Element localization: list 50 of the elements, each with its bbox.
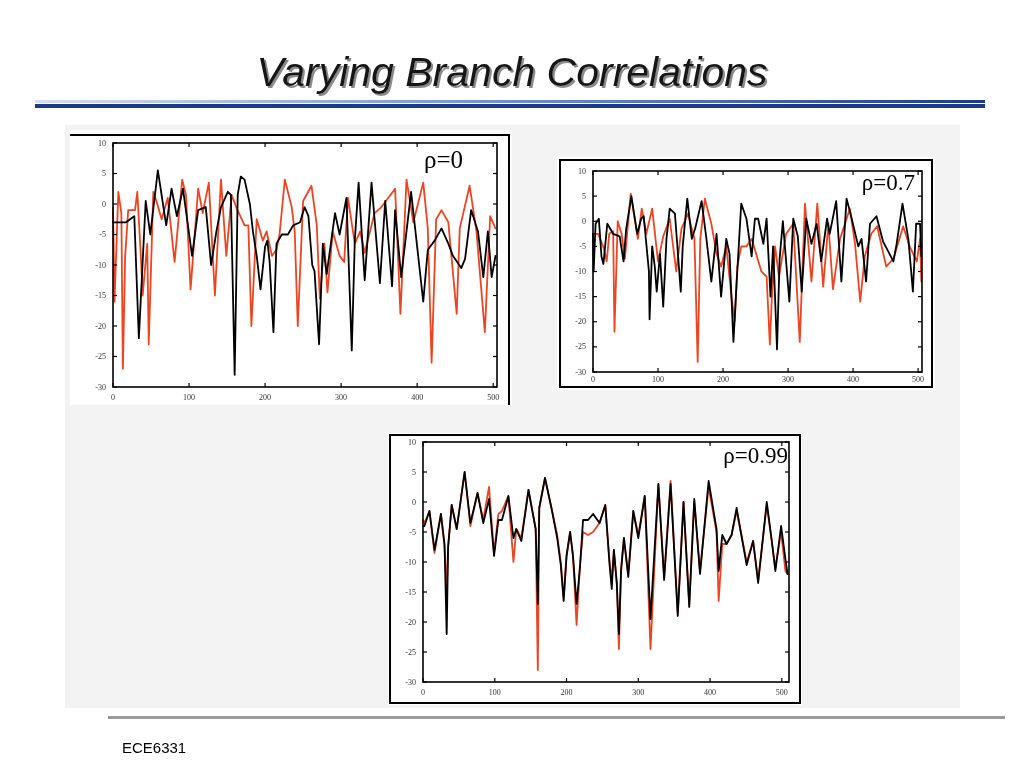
y-tick-label: -20	[575, 317, 586, 327]
y-tick-label: -5	[579, 241, 586, 251]
x-tick-label: 0	[421, 688, 425, 697]
y-tick-label: -15	[575, 292, 586, 302]
x-tick-label: 100	[652, 375, 665, 384]
y-tick-label: -15	[405, 587, 416, 597]
y-tick-label: 5	[412, 467, 416, 477]
y-tick-label: 0	[102, 199, 106, 209]
y-tick-label: 10	[578, 166, 586, 176]
y-tick-label: -25	[575, 342, 586, 352]
x-tick-label: 300	[782, 375, 795, 384]
y-tick-label: 0	[582, 216, 586, 226]
y-tick-label: -20	[405, 617, 416, 627]
x-tick-label: 200	[259, 393, 272, 402]
y-tick-label: -25	[95, 352, 106, 362]
y-tick-label: 10	[408, 437, 416, 447]
y-tick-label: -5	[99, 230, 106, 240]
x-tick-label: 100	[488, 688, 501, 697]
y-tick-label: -10	[575, 267, 586, 277]
x-tick-label: 200	[560, 688, 573, 697]
x-tick-label: 300	[632, 688, 645, 697]
text: Varying Branch Correlations	[256, 49, 768, 95]
x-tick-label: 300	[335, 393, 348, 402]
annotation: ρ=0.99	[723, 443, 788, 468]
y-tick-label: -10	[405, 557, 416, 567]
y-tick-label: 0	[412, 497, 416, 507]
x-tick-label: 100	[183, 393, 196, 402]
y-tick-label: -25	[405, 647, 416, 657]
x-tick-label: 0	[111, 393, 115, 402]
text: ECE6331	[122, 739, 187, 756]
annotation: ρ=0.7	[861, 170, 915, 195]
x-tick-label: 500	[775, 688, 788, 697]
y-tick-label: 5	[582, 191, 586, 201]
y-tick-label: -30	[95, 382, 106, 392]
x-tick-label: 500	[487, 393, 500, 402]
y-tick-label: -30	[575, 367, 586, 377]
x-tick-label: 400	[411, 393, 424, 402]
y-tick-label: -30	[405, 677, 416, 687]
x-tick-label: 500	[912, 375, 925, 384]
y-tick-label: 10	[98, 138, 106, 148]
y-tick-label: -10	[95, 260, 106, 270]
y-tick-label: -5	[409, 527, 416, 537]
annotation: ρ=0	[423, 146, 463, 173]
x-tick-label: 0	[591, 375, 595, 384]
x-tick-label: 400	[847, 375, 860, 384]
y-tick-label: -20	[95, 321, 106, 331]
x-tick-label: 200	[717, 375, 730, 384]
y-tick-label: -15	[95, 291, 106, 301]
y-tick-label: 5	[102, 169, 106, 179]
x-tick-label: 400	[704, 688, 717, 697]
